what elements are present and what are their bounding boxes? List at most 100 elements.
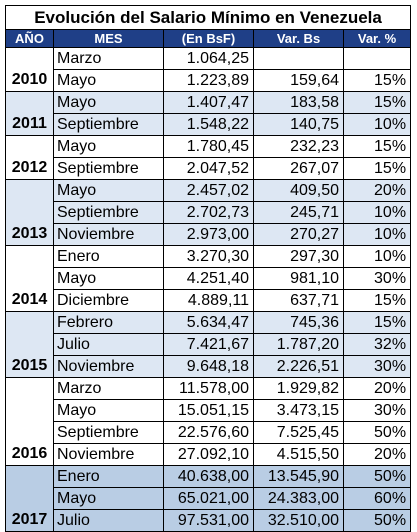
variation-pct-cell: 10% — [342, 223, 412, 246]
year-cell: 2017 — [5, 465, 54, 532]
variation-pct-cell: 30% — [342, 399, 412, 422]
salary-cell: 22.576,60 — [163, 421, 254, 444]
variation-pct-cell: 15% — [342, 157, 412, 180]
variation-bs-cell: 745,36 — [253, 311, 344, 334]
table-row: 2010 Marzo 1.064,25 — [5, 47, 412, 92]
variation-bs-cell — [253, 47, 344, 70]
year-cell: 2012 — [5, 135, 54, 180]
variation-bs-cell: 267,07 — [253, 157, 344, 180]
variation-bs-cell: 183,58 — [253, 91, 344, 114]
variation-bs-cell: 4.515,50 — [253, 443, 344, 466]
variation-pct-cell: 15% — [342, 91, 412, 114]
year-cell: 2015 — [5, 311, 54, 378]
table-row: 2017 Enero 40.638,00 13.545,90 50% — [5, 465, 412, 532]
month-cell: Mayo — [53, 267, 164, 290]
table-row: Noviembre 9.648,18 2.226,51 30% — [6, 355, 412, 378]
table-row: Septiembre 2.047,52 267,07 15% — [6, 157, 412, 180]
month-cell: Mayo — [53, 135, 164, 158]
header-en-bsf: (En BsF) — [163, 29, 254, 48]
table-row: Septiembre 22.576,60 7.525,45 50% — [6, 421, 412, 444]
table-row: 2014 Enero 3.270,30 297,30 10% — [5, 245, 412, 312]
table-row: Mayo 1.223,89 159,64 15% — [6, 69, 412, 92]
salary-cell: 1.223,89 — [163, 69, 254, 92]
table-row: 2011 Mayo 1.407,47 183,58 15% — [5, 91, 412, 136]
variation-bs-cell: 24.383,00 — [253, 487, 344, 510]
year-cell: 2016 — [5, 377, 54, 466]
salary-cell: 27.092,10 — [163, 443, 254, 466]
variation-pct-cell: 50% — [342, 421, 412, 444]
month-cell: Mayo — [53, 487, 164, 510]
salary-cell: 15.051,15 — [163, 399, 254, 422]
salary-cell: 4.889,11 — [163, 289, 254, 312]
variation-pct-cell: 60% — [342, 487, 412, 510]
variation-bs-cell: 7.525,45 — [253, 421, 344, 444]
month-cell: Noviembre — [53, 443, 164, 466]
variation-bs-cell: 297,30 — [253, 245, 344, 268]
table-row: Mayo 4.251,40 981,10 30% — [6, 267, 412, 290]
month-cell: Septiembre — [53, 113, 164, 136]
variation-bs-cell: 32.510,00 — [253, 509, 344, 532]
salary-table-sheet: Evolución del Salario Mínimo en Venezuel… — [4, 5, 412, 532]
salary-cell: 97.531,00 — [163, 509, 254, 532]
year-cell: 2011 — [5, 91, 54, 136]
variation-bs-cell: 409,50 — [253, 179, 344, 202]
header-var-pct: Var. % — [342, 29, 412, 48]
table-row: 2013 Mayo 2.457,02 409,50 20% — [5, 179, 412, 246]
month-cell: Noviembre — [53, 223, 164, 246]
table-body: 2010 Marzo 1.064,25 Mayo 1.223,89 159,64 15% 20… — [5, 47, 412, 532]
salary-cell: 1.548,22 — [163, 113, 254, 136]
variation-pct-cell: 32% — [342, 333, 412, 356]
year-cell: 2014 — [5, 245, 54, 312]
year-cell: 2013 — [5, 179, 54, 246]
variation-pct-cell: 20% — [342, 443, 412, 466]
variation-pct-cell: 15% — [342, 135, 412, 158]
header-var-bs: Var. Bs — [253, 29, 344, 48]
table-row: Mayo 15.051,15 3.473,15 30% — [6, 399, 412, 422]
month-cell: Julio — [53, 509, 164, 532]
variation-pct-cell: 50% — [342, 509, 412, 532]
variation-bs-cell: 981,10 — [253, 267, 344, 290]
salary-cell: 3.270,30 — [163, 245, 254, 268]
table-row: Noviembre 27.092,10 4.515,50 20% — [6, 443, 412, 466]
header-ano: AÑO — [5, 29, 54, 48]
variation-pct-cell: 15% — [342, 69, 412, 92]
salary-cell: 11.578,00 — [163, 377, 254, 400]
header-mes: MES — [53, 29, 164, 48]
salary-cell: 9.648,18 — [163, 355, 254, 378]
salary-cell: 1.064,25 — [163, 47, 254, 70]
month-cell: Marzo — [53, 377, 164, 400]
table-row: Noviembre 2.973,00 270,27 10% — [6, 223, 412, 246]
variation-bs-cell: 140,75 — [253, 113, 344, 136]
year-cell: 2010 — [5, 47, 54, 92]
variation-pct-cell: 10% — [342, 113, 412, 136]
salary-cell: 1.407,47 — [163, 91, 254, 114]
salary-cell: 7.421,67 — [163, 333, 254, 356]
variation-bs-cell: 159,64 — [253, 69, 344, 92]
variation-pct-cell: 50% — [342, 465, 412, 488]
salary-cell: 2.702,73 — [163, 201, 254, 224]
table-row: Mayo 65.021,00 24.383,00 60% — [6, 487, 412, 510]
salary-cell: 65.021,00 — [163, 487, 254, 510]
salary-cell: 2.457,02 — [163, 179, 254, 202]
variation-bs-cell: 2.226,51 — [253, 355, 344, 378]
salary-cell: 2.973,00 — [163, 223, 254, 246]
variation-bs-cell: 232,23 — [253, 135, 344, 158]
variation-bs-cell: 13.545,90 — [253, 465, 344, 488]
variation-bs-cell: 1.929,82 — [253, 377, 344, 400]
salary-cell: 1.780,45 — [163, 135, 254, 158]
salary-cell: 2.047,52 — [163, 157, 254, 180]
header-row: AÑO MES (En BsF) Var. Bs Var. % — [5, 29, 412, 48]
month-cell: Septiembre — [53, 157, 164, 180]
table-row: Septiembre 2.702,73 245,71 10% — [6, 201, 412, 224]
table-row: 2012 Mayo 1.780,45 232,23 15% — [5, 135, 412, 180]
month-cell: Julio — [53, 333, 164, 356]
month-cell: Febrero — [53, 311, 164, 334]
month-cell: Mayo — [53, 179, 164, 202]
variation-pct-cell — [342, 47, 412, 70]
variation-bs-cell: 637,71 — [253, 289, 344, 312]
month-cell: Septiembre — [53, 201, 164, 224]
table-row: Julio 97.531,00 32.510,00 50% — [6, 509, 412, 532]
table-row: 2015 Febrero 5.634,47 745,36 15% — [5, 311, 412, 378]
month-cell: Noviembre — [53, 355, 164, 378]
variation-pct-cell: 15% — [342, 311, 412, 334]
